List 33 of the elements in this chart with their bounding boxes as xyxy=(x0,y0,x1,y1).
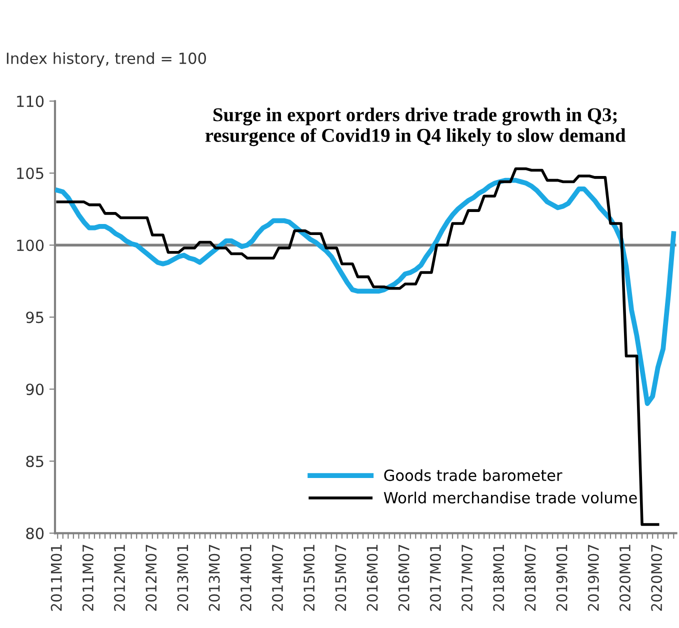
x-tick-label: 2012M01 xyxy=(114,544,126,611)
x-tick-label: 2017M01 xyxy=(430,544,441,611)
y-tick-label: 105 xyxy=(17,168,44,180)
text: Surge in export orders drive trade growth in Q3; resurgence of Covid19 in Q4 likely to slow demand xyxy=(205,108,626,146)
x-tick-label: 2013M01 xyxy=(177,544,188,611)
x-tick-label: 2016M01 xyxy=(366,544,378,611)
x-tick-label: 2016M07 xyxy=(398,544,410,611)
x-tick-label: 2012M07 xyxy=(146,544,157,611)
x-tick-label: 2011M01 xyxy=(50,544,62,611)
x-tick-label: 2020M01 xyxy=(619,544,630,611)
x-tick-label: 2020M07 xyxy=(651,544,662,611)
x-tick-label: 2014M01 xyxy=(240,544,252,611)
y-tick-label: 80 xyxy=(26,528,44,540)
x-tick-label: 2019M01 xyxy=(556,544,568,611)
y-tick-label: 90 xyxy=(26,384,44,396)
x-tick-label: 2011M07 xyxy=(82,544,94,611)
text: Index history, trend = 100 xyxy=(6,52,206,68)
x-tick-label: 2017M07 xyxy=(462,544,473,611)
y-tick-label: 95 xyxy=(26,312,44,324)
x-tick-label: 2015M07 xyxy=(335,544,346,611)
x-tick-label: 2019M07 xyxy=(588,544,599,611)
x-tick-label: 2015M01 xyxy=(304,544,315,611)
y-tick-label: 85 xyxy=(26,456,44,468)
y-tick-label: 100 xyxy=(17,240,44,252)
line-series xyxy=(56,167,660,526)
line-series xyxy=(55,178,676,406)
legend-label: World merchandise trade volume xyxy=(384,492,637,504)
x-tick-label: 2018M07 xyxy=(524,544,536,611)
legend-label: Goods trade barometer xyxy=(384,469,562,482)
y-tick-label: 110 xyxy=(17,96,44,108)
x-tick-label: 2018M01 xyxy=(493,544,504,611)
x-tick-label: 2014M07 xyxy=(272,544,283,611)
x-tick-label: 2013M07 xyxy=(208,544,220,611)
